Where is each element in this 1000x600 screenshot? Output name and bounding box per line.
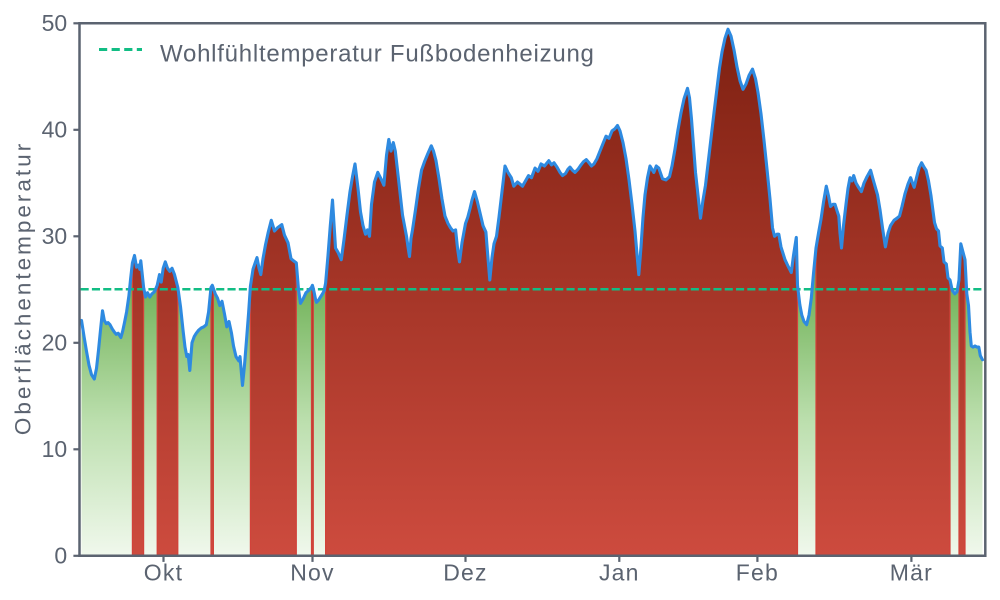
svg-text:0: 0	[54, 543, 67, 569]
svg-text:Nov: Nov	[290, 560, 335, 586]
svg-text:20: 20	[42, 330, 68, 356]
svg-text:Feb: Feb	[736, 560, 779, 586]
svg-text:50: 50	[42, 10, 68, 36]
svg-text:Mär: Mär	[890, 560, 933, 586]
svg-text:40: 40	[42, 117, 68, 143]
svg-text:30: 30	[42, 223, 68, 249]
svg-text:Dez: Dez	[443, 560, 488, 586]
svg-text:Jan: Jan	[599, 560, 640, 586]
svg-text:Wohlfühltemperatur Fußbodenhei: Wohlfühltemperatur Fußbodenheizung	[160, 40, 595, 67]
svg-text:10: 10	[42, 436, 68, 462]
svg-text:Oberflächentemperatur: Oberflächentemperatur	[11, 141, 36, 435]
svg-text:Okt: Okt	[144, 560, 183, 586]
